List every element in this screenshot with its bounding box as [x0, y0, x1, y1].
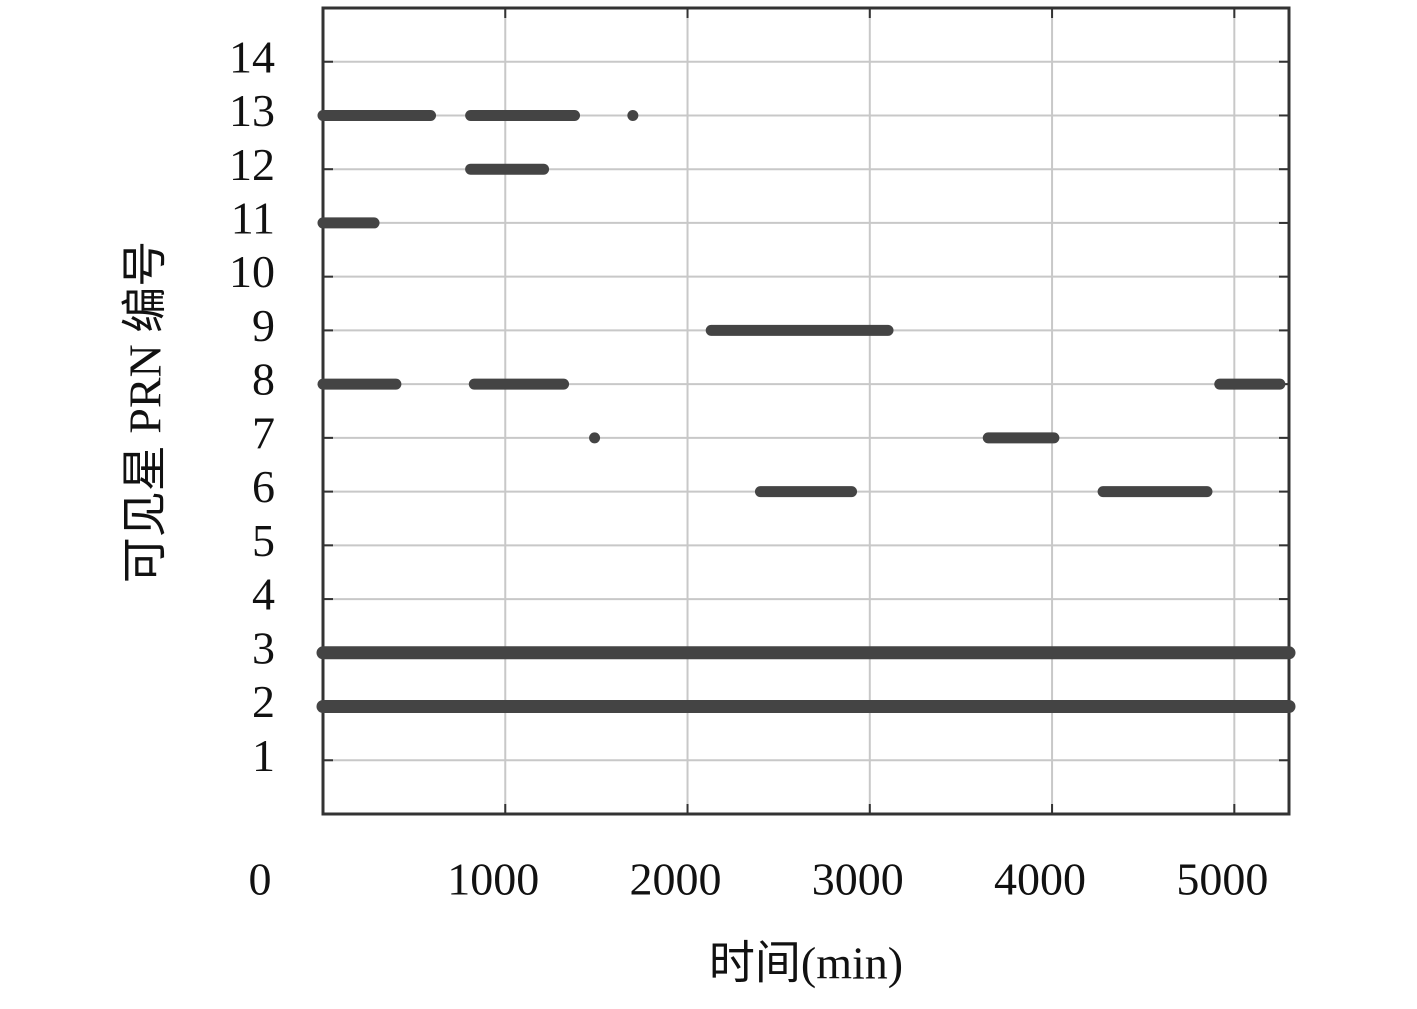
y-tick-label: 6 [252, 461, 275, 512]
y-tick-label: 11 [231, 192, 275, 243]
x-tick-label: 1000 [447, 854, 539, 905]
y-tick-label: 4 [252, 569, 275, 620]
y-tick-label: 10 [229, 246, 275, 297]
y-tick-label: 1 [252, 730, 275, 781]
y-tick-label: 12 [229, 139, 275, 190]
y-tick-label: 9 [252, 300, 275, 351]
plot-frame [321, 6, 1291, 816]
x-tick-label: 0 [249, 854, 272, 905]
y-tick-label: 8 [252, 354, 275, 405]
y-tick-label: 2 [252, 676, 275, 727]
y-axis-label: 可见星 PRN 编号 [120, 241, 171, 583]
x-tick-label: 4000 [994, 854, 1086, 905]
y-tick-label: 13 [229, 85, 275, 136]
x-tick-label: 3000 [812, 854, 904, 905]
x-axis-label: 时间(min) [709, 938, 903, 989]
y-tick-label: 14 [229, 31, 275, 82]
x-tick-label: 2000 [630, 854, 722, 905]
y-tick-label: 7 [252, 407, 275, 458]
y-tick-label: 3 [252, 622, 275, 673]
x-tick-label: 5000 [1176, 854, 1268, 905]
y-tick-label: 5 [252, 515, 275, 566]
